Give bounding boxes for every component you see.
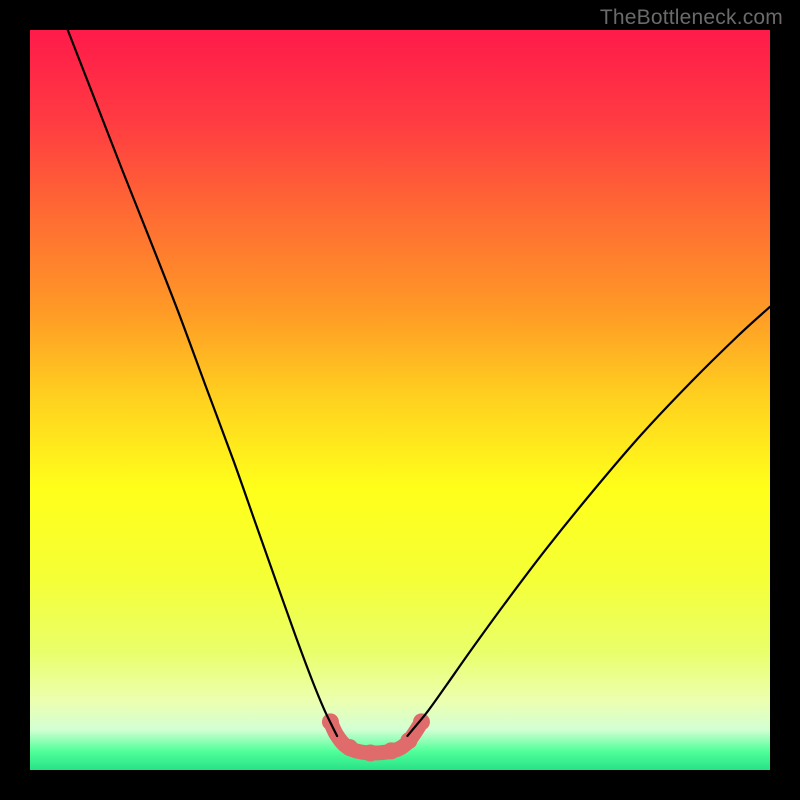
chart-canvas [30, 30, 770, 770]
chart-frame: TheBottleneck.com [0, 0, 800, 800]
bottom-band-dot [383, 742, 400, 759]
bottom-band-dot [341, 739, 358, 756]
bottom-band-dot [362, 744, 379, 761]
watermark-text: TheBottleneck.com [600, 6, 783, 30]
